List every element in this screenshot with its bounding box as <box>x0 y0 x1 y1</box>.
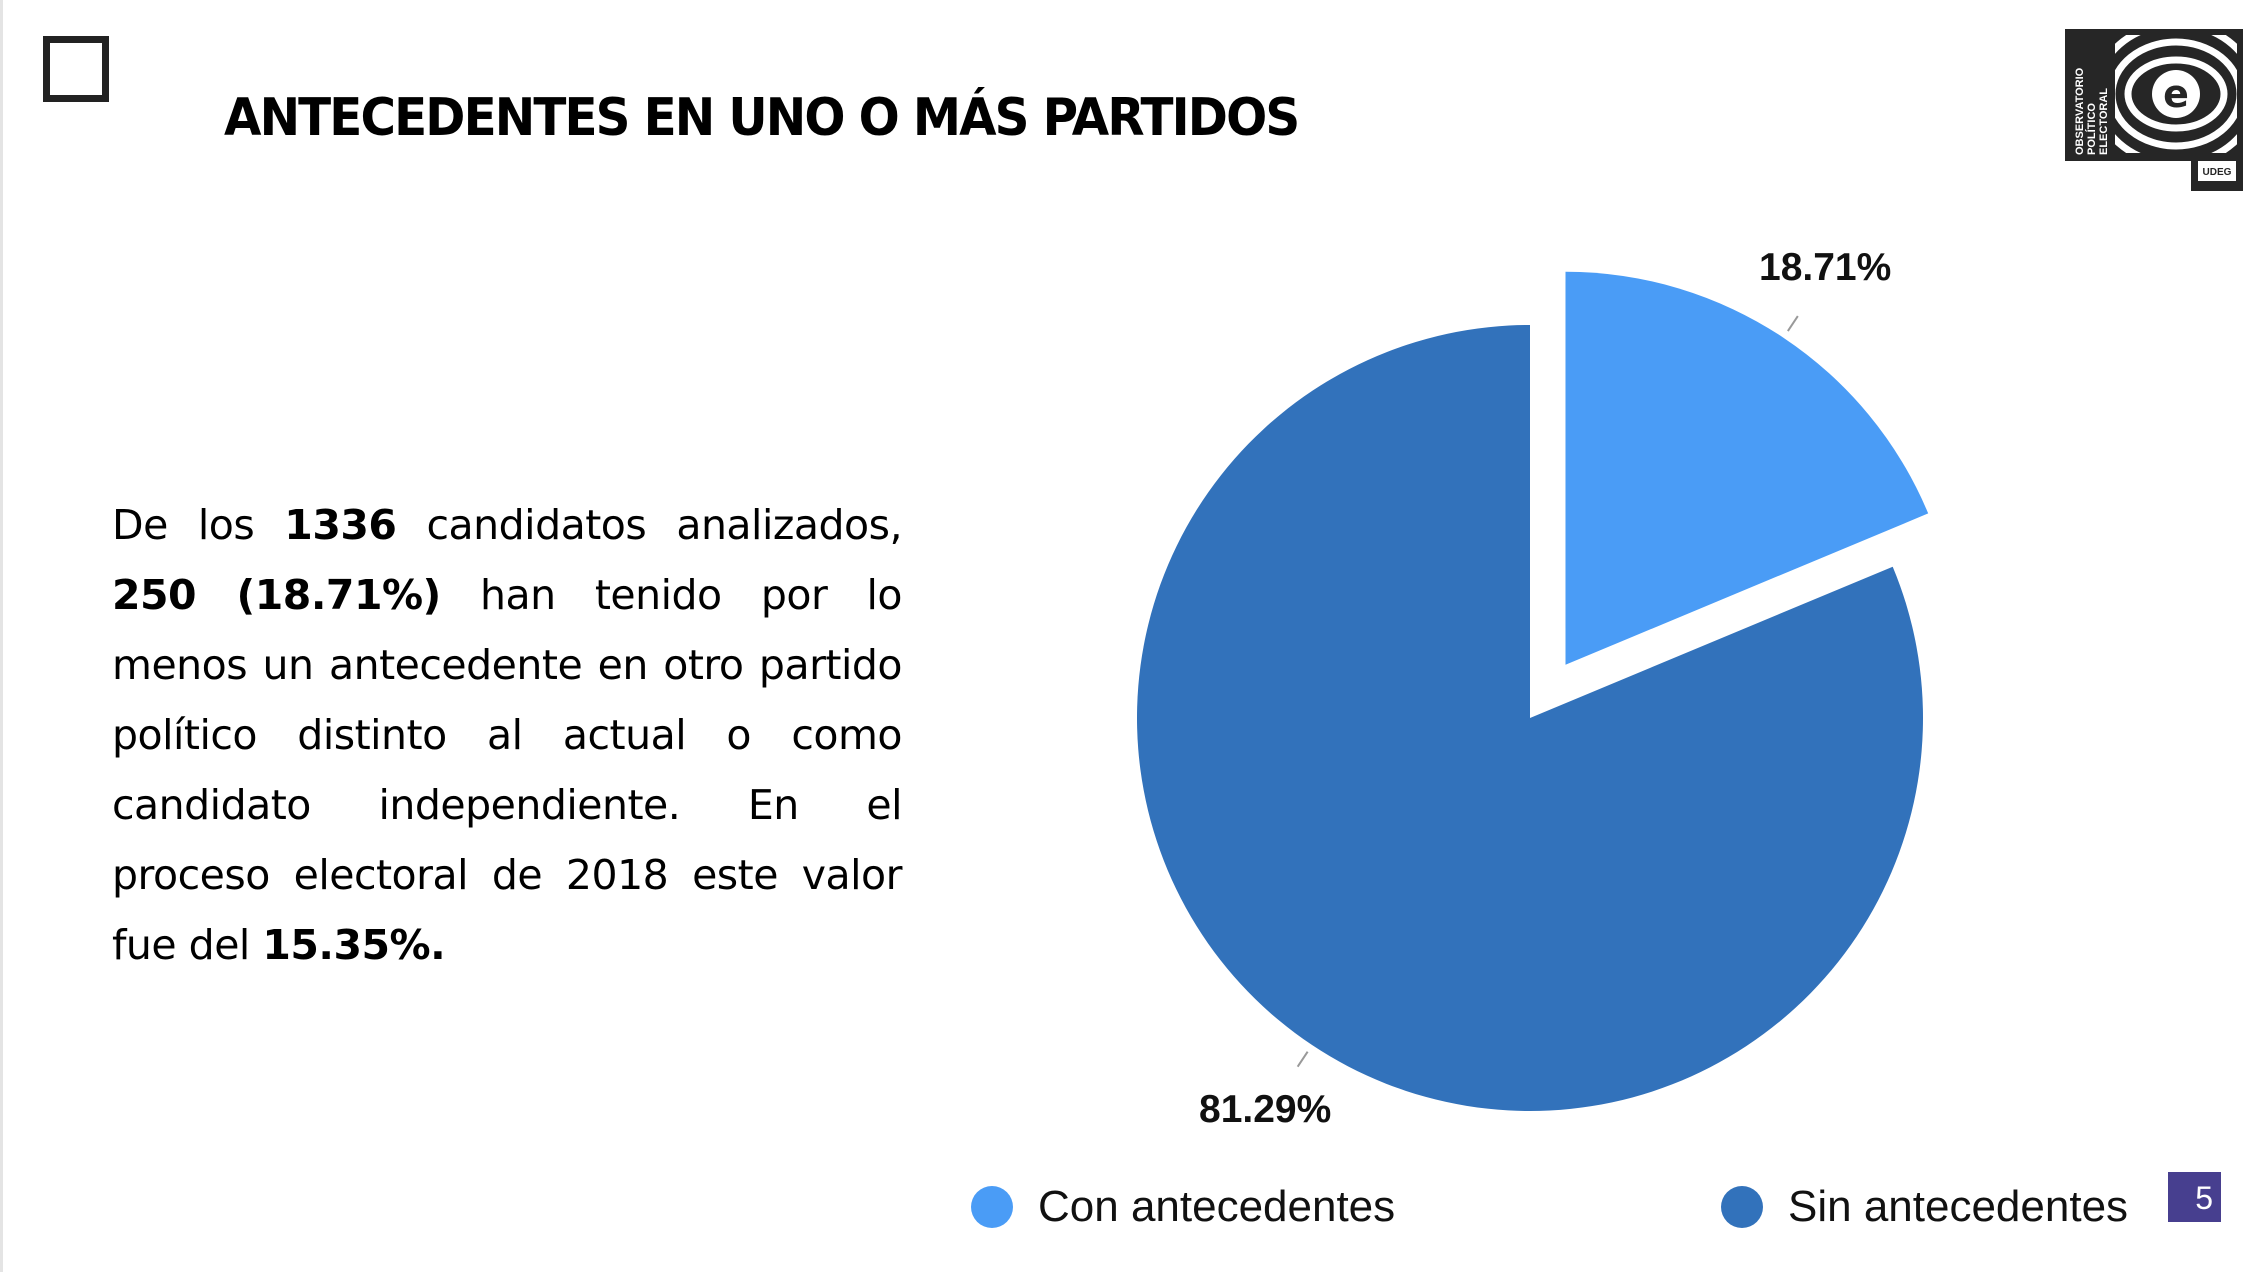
legend-label: Con antecedentes <box>1038 1182 1396 1231</box>
summary-paragraph: De los 1336 candidatos analizados, 250 (… <box>112 490 903 980</box>
para-seg-bold: 1336 <box>284 501 397 549</box>
legend-item-sin: Sin antecedentes <box>1721 1182 2128 1232</box>
legend-dot-icon <box>1721 1186 1763 1228</box>
leader-line <box>1296 1051 1309 1068</box>
para-seg: han tenido por lo menos un antecedente e… <box>112 571 903 969</box>
svg-text:e: e <box>2163 72 2189 116</box>
observatorio-logo: UDEG OBSERVATORIO POLÍTICO ELECTORAL e <box>2065 29 2243 191</box>
pie-chart <box>1137 271 1929 1111</box>
corner-square-decoration <box>43 36 109 102</box>
slide-title: ANTECEDENTES EN UNO O MÁS PARTIDOS <box>224 88 1300 148</box>
pie-slice-sin <box>1137 325 1923 1111</box>
page-number: 5 <box>2168 1172 2221 1222</box>
data-label-sin: 81.29% <box>1199 1088 1332 1131</box>
svg-text:OBSERVATORIO: OBSERVATORIO <box>2074 67 2086 155</box>
legend-dot-icon <box>971 1186 1013 1228</box>
legend-label: Sin antecedentes <box>1788 1182 2129 1231</box>
para-seg: De los <box>112 501 285 549</box>
legend-item-con: Con antecedentes <box>971 1182 1395 1232</box>
para-seg-bold: 15.35%. <box>262 921 446 969</box>
para-seg-bold: 250 (18.71%) <box>112 571 441 619</box>
data-label-con: 18.71% <box>1759 246 1892 289</box>
para-seg: candidatos analizados, <box>396 501 903 549</box>
svg-text:POLÍTICO: POLÍTICO <box>2085 103 2098 155</box>
pie-slice-con <box>1565 271 1929 665</box>
leader-line <box>1787 315 1799 332</box>
svg-text:ELECTORAL: ELECTORAL <box>2098 88 2110 155</box>
svg-text:UDEG: UDEG <box>2203 167 2232 178</box>
